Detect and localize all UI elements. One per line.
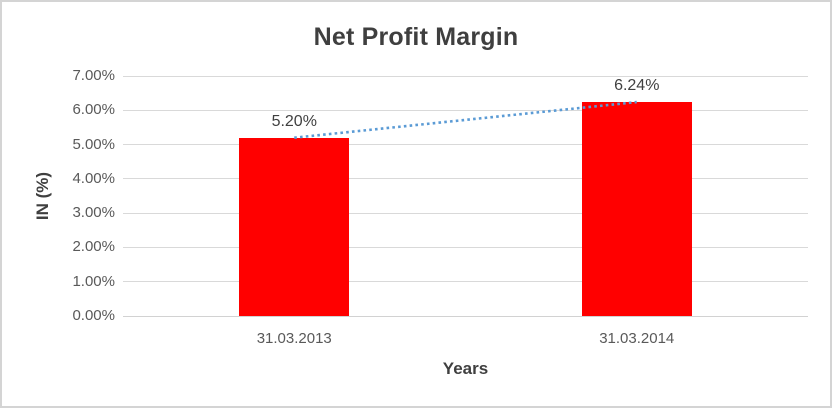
bar xyxy=(239,137,350,316)
gridline xyxy=(123,315,808,317)
y-tick-label: 7.00% xyxy=(72,67,115,84)
y-tick-label: 2.00% xyxy=(72,238,115,256)
gridline xyxy=(123,178,808,180)
gridline xyxy=(123,144,808,146)
x-tick-label: 31.03.2014 xyxy=(599,330,675,347)
y-tick-label: 1.00% xyxy=(72,272,115,290)
bar-value-label: 5.20% xyxy=(271,112,317,130)
y-tick-label: 3.00% xyxy=(72,204,115,222)
y-tick-label: 5.00% xyxy=(72,135,115,153)
gridline xyxy=(123,246,808,248)
x-tick-label: 31.03.2013 xyxy=(256,330,332,347)
bar-value-label: 6.24% xyxy=(614,77,660,95)
bar xyxy=(581,102,692,316)
gridline xyxy=(123,281,808,283)
x-axis-title: Years xyxy=(442,359,489,378)
y-tick-label: 0.00% xyxy=(72,307,115,324)
y-tick-label: 4.00% xyxy=(72,169,115,187)
chart-title: Net Profit Margin xyxy=(313,23,519,51)
gridline xyxy=(123,75,808,77)
gridline xyxy=(123,109,808,111)
y-tick-label: 6.00% xyxy=(72,101,115,119)
gridline xyxy=(123,212,808,214)
